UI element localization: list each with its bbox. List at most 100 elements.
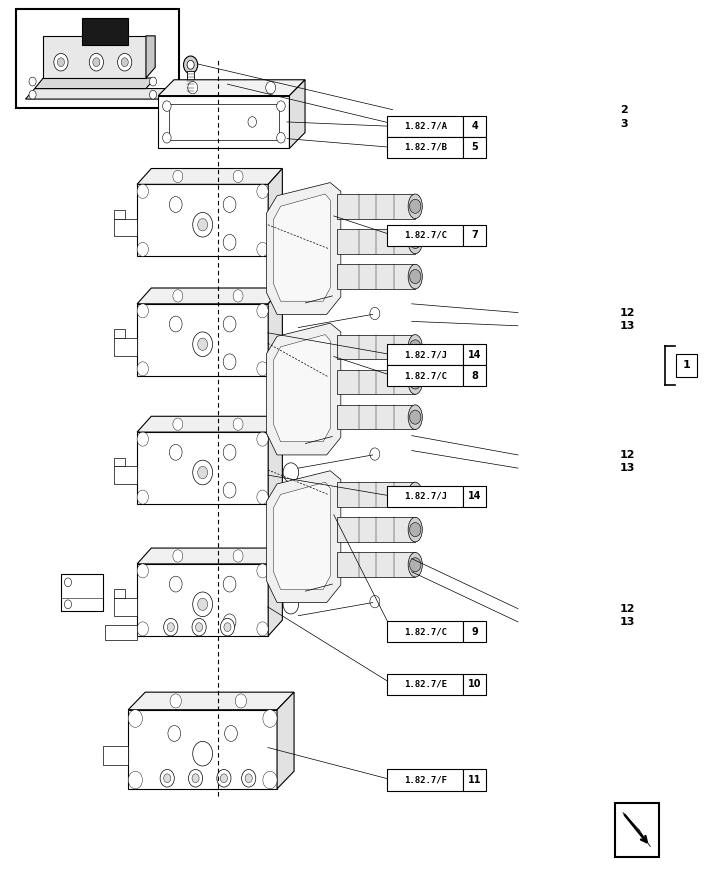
- Text: 13: 13: [620, 617, 635, 627]
- Circle shape: [150, 91, 157, 99]
- Text: 8: 8: [471, 370, 479, 381]
- Ellipse shape: [408, 229, 422, 253]
- Polygon shape: [129, 693, 294, 710]
- Text: 12: 12: [620, 450, 635, 460]
- Text: 1: 1: [683, 360, 691, 370]
- Polygon shape: [137, 416, 283, 432]
- Text: 1.82.7/A: 1.82.7/A: [404, 121, 447, 131]
- Bar: [137, 184, 268, 256]
- Circle shape: [235, 694, 246, 708]
- Circle shape: [257, 490, 268, 504]
- Bar: [387, 116, 464, 137]
- Bar: [337, 370, 415, 394]
- Circle shape: [89, 54, 104, 71]
- Circle shape: [223, 316, 236, 332]
- Bar: [337, 229, 415, 253]
- Bar: [337, 553, 415, 577]
- Text: 13: 13: [620, 463, 635, 473]
- Circle shape: [223, 444, 236, 460]
- Polygon shape: [146, 36, 155, 78]
- Bar: [114, 329, 125, 338]
- Circle shape: [257, 622, 268, 636]
- Circle shape: [29, 77, 36, 86]
- Bar: [158, 96, 290, 149]
- Bar: [464, 674, 486, 695]
- Bar: [676, 354, 697, 377]
- Circle shape: [170, 694, 181, 708]
- Ellipse shape: [408, 482, 422, 507]
- Circle shape: [283, 215, 299, 234]
- Circle shape: [170, 444, 182, 460]
- Circle shape: [163, 133, 171, 143]
- Circle shape: [137, 242, 148, 256]
- Circle shape: [257, 184, 268, 198]
- Text: 7: 7: [471, 231, 478, 240]
- Bar: [387, 137, 464, 158]
- Polygon shape: [268, 416, 283, 504]
- Circle shape: [245, 774, 252, 782]
- Polygon shape: [273, 194, 330, 301]
- Circle shape: [220, 774, 227, 782]
- Bar: [337, 482, 415, 507]
- Text: 12: 12: [620, 604, 635, 613]
- Bar: [464, 344, 486, 365]
- Circle shape: [223, 482, 236, 498]
- Text: 1.82.7/F: 1.82.7/F: [404, 775, 447, 785]
- Bar: [387, 344, 464, 365]
- Circle shape: [257, 362, 268, 376]
- Circle shape: [257, 242, 268, 256]
- Ellipse shape: [408, 405, 422, 429]
- Polygon shape: [266, 323, 341, 455]
- Polygon shape: [137, 168, 283, 184]
- Polygon shape: [277, 693, 294, 788]
- Circle shape: [170, 316, 182, 332]
- Bar: [387, 224, 464, 246]
- Polygon shape: [268, 288, 283, 376]
- Bar: [337, 194, 415, 218]
- Bar: [105, 625, 137, 641]
- Circle shape: [223, 614, 236, 630]
- Bar: [129, 710, 277, 788]
- Circle shape: [277, 133, 285, 143]
- Polygon shape: [268, 548, 283, 636]
- Circle shape: [129, 771, 143, 788]
- Bar: [464, 621, 486, 642]
- Bar: [169, 105, 279, 140]
- Circle shape: [410, 523, 421, 537]
- Circle shape: [410, 234, 421, 248]
- Polygon shape: [290, 80, 305, 149]
- Text: 11: 11: [468, 775, 481, 785]
- Bar: [387, 365, 464, 386]
- Circle shape: [197, 218, 207, 231]
- Circle shape: [54, 54, 68, 71]
- Bar: [464, 116, 486, 137]
- Text: 12: 12: [620, 308, 635, 318]
- Circle shape: [121, 58, 129, 67]
- Circle shape: [173, 290, 182, 302]
- Text: 14: 14: [468, 491, 481, 502]
- Polygon shape: [137, 548, 283, 564]
- Circle shape: [168, 725, 180, 741]
- Bar: [114, 218, 137, 236]
- Circle shape: [223, 576, 236, 592]
- Circle shape: [263, 771, 277, 788]
- Text: 14: 14: [468, 349, 481, 360]
- Bar: [464, 224, 486, 246]
- Circle shape: [170, 196, 182, 212]
- Circle shape: [164, 619, 178, 636]
- Circle shape: [370, 307, 380, 319]
- Circle shape: [224, 623, 231, 632]
- Bar: [387, 674, 464, 695]
- Bar: [464, 137, 486, 158]
- Circle shape: [217, 769, 231, 787]
- Bar: [387, 621, 464, 642]
- Bar: [114, 458, 125, 466]
- Circle shape: [233, 550, 243, 562]
- Circle shape: [192, 212, 212, 237]
- Circle shape: [187, 82, 197, 94]
- Circle shape: [65, 578, 72, 587]
- Ellipse shape: [408, 264, 422, 289]
- Polygon shape: [273, 334, 330, 442]
- Text: 10: 10: [468, 679, 481, 689]
- Bar: [337, 264, 415, 289]
